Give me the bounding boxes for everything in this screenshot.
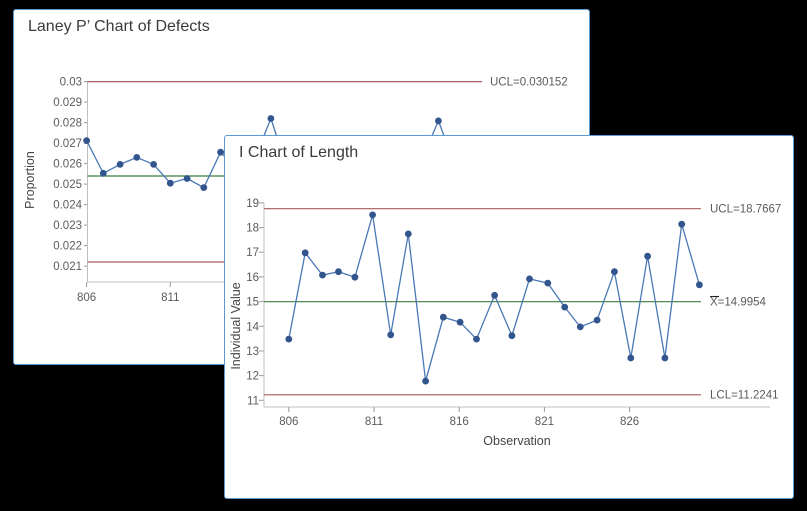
- svg-text:Observation: Observation: [483, 434, 550, 448]
- svg-text:0.028: 0.028: [53, 118, 82, 130]
- svg-text:LCL=11.2241: LCL=11.2241: [710, 390, 779, 402]
- svg-text:806: 806: [77, 292, 96, 304]
- svg-text:UCL=18.7667: UCL=18.7667: [710, 204, 781, 216]
- svg-text:0.03: 0.03: [60, 77, 82, 89]
- svg-text:X=14.9954: X=14.9954: [710, 297, 767, 309]
- svg-text:0.026: 0.026: [53, 159, 82, 171]
- svg-text:15: 15: [246, 297, 259, 309]
- svg-text:821: 821: [535, 416, 554, 428]
- svg-text:811: 811: [161, 292, 179, 304]
- svg-text:14: 14: [246, 321, 259, 333]
- svg-text:19: 19: [246, 198, 259, 210]
- svg-text:816: 816: [450, 416, 469, 428]
- svg-text:0.021: 0.021: [53, 261, 82, 273]
- svg-text:0.024: 0.024: [53, 200, 82, 212]
- svg-text:0.027: 0.027: [53, 138, 82, 150]
- svg-text:0.029: 0.029: [53, 97, 82, 109]
- svg-text:UCL=0.030152: UCL=0.030152: [490, 77, 568, 89]
- svg-text:16: 16: [246, 272, 259, 284]
- svg-text:826: 826: [620, 416, 639, 428]
- svg-text:0.025: 0.025: [53, 179, 82, 191]
- svg-text:13: 13: [246, 346, 259, 358]
- svg-text:Proportion: Proportion: [23, 151, 37, 209]
- svg-text:806: 806: [279, 416, 298, 428]
- svg-text:Individual Value: Individual Value: [229, 282, 243, 369]
- svg-text:811: 811: [365, 416, 383, 428]
- svg-text:0.023: 0.023: [53, 220, 82, 232]
- svg-text:18: 18: [246, 223, 259, 235]
- svg-text:12: 12: [246, 371, 259, 383]
- svg-text:11: 11: [247, 395, 259, 407]
- svg-text:17: 17: [246, 247, 259, 259]
- svg-text:0.022: 0.022: [53, 241, 82, 253]
